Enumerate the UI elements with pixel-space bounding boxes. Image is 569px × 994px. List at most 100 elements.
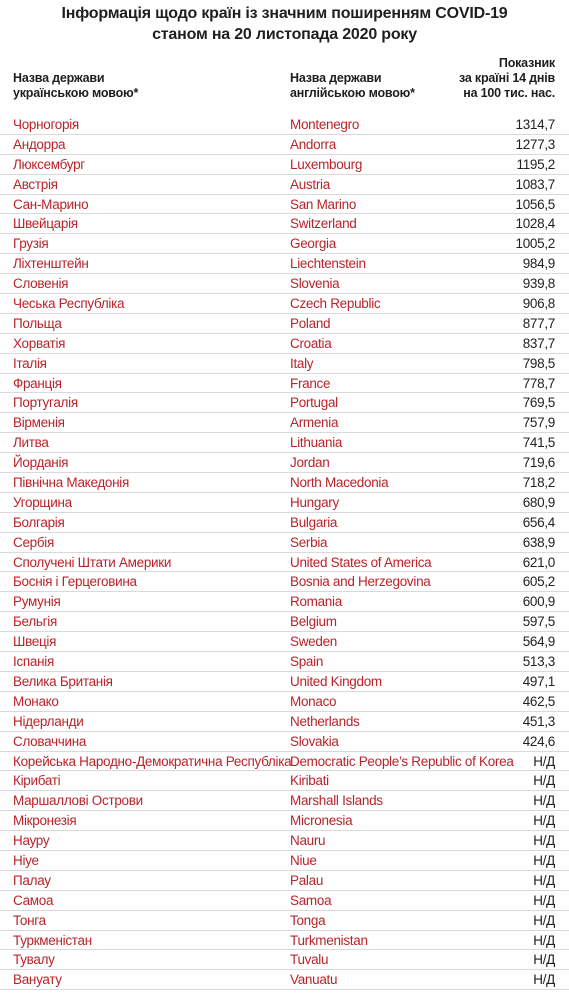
- table-row: Нідерланди Netherlands 451,3: [0, 712, 569, 732]
- page-title: Інформація щодо країн із значним поширен…: [0, 3, 569, 45]
- incidence-value: 798,5: [522, 355, 556, 371]
- incidence-value: Н/Д: [533, 813, 555, 829]
- incidence-value: Н/Д: [533, 773, 555, 789]
- table-row: Андорра Andorra 1277,3: [0, 135, 569, 155]
- table-row: Північна Македонія North Macedonia 718,2: [0, 473, 569, 493]
- country-name-english: Nauru: [290, 833, 326, 849]
- column-header-indicator-line-2: за країні 14 днів: [459, 71, 555, 85]
- country-name-ukrainian: Словаччина: [13, 733, 87, 749]
- country-name-english: Portugal: [290, 395, 338, 411]
- country-name-ukrainian: Велика Британія: [13, 673, 113, 689]
- country-name-english: Czech Republic: [290, 296, 381, 312]
- column-header-ukrainian-line-2: українською мовою*: [13, 86, 139, 100]
- incidence-value: 718,2: [522, 475, 556, 491]
- incidence-value: Н/Д: [533, 753, 555, 769]
- country-name-ukrainian: Сполучені Штати Америки: [13, 554, 172, 570]
- country-name-ukrainian: Науру: [13, 833, 50, 849]
- country-name-ukrainian: Чеська Республіка: [13, 296, 125, 312]
- column-header-english-line-2: англійською мовою*: [290, 86, 415, 100]
- incidence-value: 906,8: [522, 296, 556, 312]
- country-name-english: North Macedonia: [290, 475, 389, 491]
- table-row: Франція France 778,7: [0, 374, 569, 394]
- incidence-value: 1005,2: [515, 236, 556, 252]
- column-header-english-line-1: Назва держави: [290, 71, 382, 85]
- table-row: Сербія Serbia 638,9: [0, 533, 569, 553]
- incidence-value: 984,9: [522, 256, 556, 272]
- country-name-english: Liechtenstein: [290, 256, 366, 272]
- incidence-value: Н/Д: [533, 892, 555, 908]
- table-row: Ліхтенштейн Liechtenstein 984,9: [0, 254, 569, 275]
- incidence-value: Н/Д: [533, 852, 555, 868]
- table-row: Йорданія Jordan 719,6: [0, 453, 569, 474]
- incidence-value: Н/Д: [533, 793, 555, 809]
- country-name-ukrainian: Угорщина: [13, 494, 72, 510]
- country-name-english: Slovakia: [290, 733, 339, 749]
- country-name-english: Andorra: [290, 136, 336, 152]
- country-name-ukrainian: Литва: [13, 435, 49, 451]
- table-row: Науру Nauru Н/Д: [0, 831, 569, 851]
- country-name-ukrainian: Ніуе: [13, 852, 39, 868]
- incidence-value: Н/Д: [533, 952, 555, 968]
- country-name-ukrainian: Палау: [13, 872, 51, 888]
- incidence-value: 621,0: [522, 554, 556, 570]
- incidence-value: 605,2: [522, 574, 556, 590]
- country-name-english: France: [290, 375, 331, 391]
- country-name-english: Luxembourg: [290, 156, 363, 172]
- country-name-english: San Marino: [290, 196, 357, 212]
- country-name-ukrainian: Чорногорія: [13, 117, 79, 132]
- incidence-value: 656,4: [522, 514, 556, 530]
- table-row: Палау Palau Н/Д: [0, 871, 569, 891]
- country-name-english: United Kingdom: [290, 673, 382, 689]
- country-name-ukrainian: Австрія: [13, 176, 58, 192]
- country-name-ukrainian: Ліхтенштейн: [13, 256, 89, 272]
- country-name-english: Georgia: [290, 236, 336, 252]
- title-line-2: станом на 20 листопада 2020 року: [152, 26, 417, 43]
- table-row: Іспанія Spain 513,3: [0, 652, 569, 672]
- incidence-value: 424,6: [522, 733, 556, 749]
- incidence-value: 741,5: [522, 435, 556, 451]
- country-name-english: Kiribati: [290, 773, 329, 789]
- table-row: Польща Poland 877,7: [0, 314, 569, 334]
- incidence-value: Н/Д: [533, 972, 555, 988]
- country-name-english: Monaco: [290, 693, 337, 709]
- incidence-value: 837,7: [522, 335, 556, 351]
- table-row: Люксембург Luxembourg 1195,2: [0, 155, 569, 175]
- incidence-value: 564,9: [522, 634, 556, 650]
- table-row: Грузія Georgia 1005,2: [0, 234, 569, 255]
- country-table: Чорногорія Montenegro 1314,7 Андорра Andorra…: [0, 115, 569, 991]
- country-name-ukrainian: Польща: [13, 315, 62, 331]
- table-row: Чорногорія Montenegro 1314,7: [0, 115, 569, 135]
- country-name-english: Armenia: [290, 415, 339, 431]
- incidence-value: 462,5: [522, 693, 556, 709]
- incidence-value: 1314,7: [515, 117, 556, 132]
- country-name-ukrainian: Туркменістан: [13, 932, 92, 948]
- incidence-value: Н/Д: [533, 912, 555, 928]
- incidence-value: 638,9: [522, 534, 556, 550]
- table-row: Угорщина Hungary 680,9: [0, 493, 569, 513]
- country-name-english: Hungary: [290, 494, 339, 510]
- country-name-english: Sweden: [290, 634, 337, 650]
- table-row: Туркменістан Turkmenistan Н/Д: [0, 931, 569, 951]
- country-name-ukrainian: Люксембург: [13, 156, 85, 172]
- country-name-ukrainian: Румунія: [13, 594, 61, 610]
- table-row: Литва Lithuania 741,5: [0, 433, 569, 454]
- country-name-english: Samoa: [290, 892, 332, 908]
- table-row: Австрія Austria 1083,7: [0, 175, 569, 195]
- country-name-ukrainian: Хорватія: [13, 335, 66, 351]
- table-row: Словенія Slovenia 939,8: [0, 274, 569, 295]
- table-row: Словаччина Slovakia 424,6: [0, 732, 569, 752]
- country-name-ukrainian: Іспанія: [13, 654, 54, 670]
- incidence-value: 757,9: [522, 415, 556, 431]
- table-row: Кірибаті Kiribati Н/Д: [0, 771, 569, 792]
- country-name-ukrainian: Йорданія: [13, 455, 69, 471]
- country-name-english: Tonga: [290, 912, 326, 928]
- table-row: Швейцарія Switzerland 1028,4: [0, 214, 569, 235]
- country-name-english: Turkmenistan: [290, 932, 368, 948]
- country-name-english: Tuvalu: [290, 952, 329, 968]
- country-name-english: Austria: [290, 176, 330, 192]
- table-row: Вірменія Armenia 757,9: [0, 413, 569, 434]
- country-name-english: Slovenia: [290, 276, 340, 292]
- table-row: Сполучені Штати Америки United States of …: [0, 553, 569, 573]
- table-row: Хорватія Croatia 837,7: [0, 334, 569, 354]
